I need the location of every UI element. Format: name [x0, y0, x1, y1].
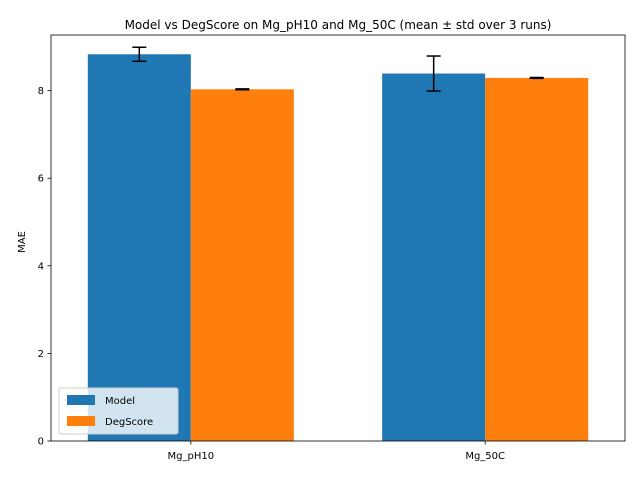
bar-degscore-mg_50c	[485, 77, 589, 441]
legend-swatch-model	[67, 395, 95, 405]
axes-frame	[50, 34, 626, 442]
error-bar-model-mg_ph10	[132, 46, 147, 63]
bar-degscore-mg_ph10	[190, 89, 294, 441]
chart-title: Model vs DegScore on Mg_pH10 and Mg_50C …	[125, 18, 552, 32]
bar-model-mg_ph10	[87, 54, 191, 442]
y-axis-label: MAE	[17, 231, 28, 253]
error-bar-model-mg_50c	[426, 55, 441, 92]
x-tick-label: Mg_50C	[465, 451, 505, 462]
legend-swatch-degscore	[67, 416, 95, 426]
y-tick-label: 0	[38, 437, 44, 448]
error-bar-degscore-mg_ph10	[235, 88, 250, 91]
y-tick-label: 8	[38, 86, 44, 97]
y-tick-label: 2	[38, 349, 44, 360]
error-bar-degscore-mg_50c	[529, 76, 544, 80]
legend: Model DegScore	[58, 387, 179, 435]
plot-area: 0 2 4 6 8 Mg_pH10 Mg_50C	[38, 34, 626, 462]
bar-model-mg_50c	[382, 73, 486, 441]
legend-label-model: Model	[105, 396, 135, 407]
y-tick-label: 4	[38, 261, 44, 272]
legend-label-degscore: DegScore	[105, 417, 153, 428]
y-tick-label: 6	[38, 174, 44, 185]
x-tick-label: Mg_pH10	[168, 451, 215, 462]
